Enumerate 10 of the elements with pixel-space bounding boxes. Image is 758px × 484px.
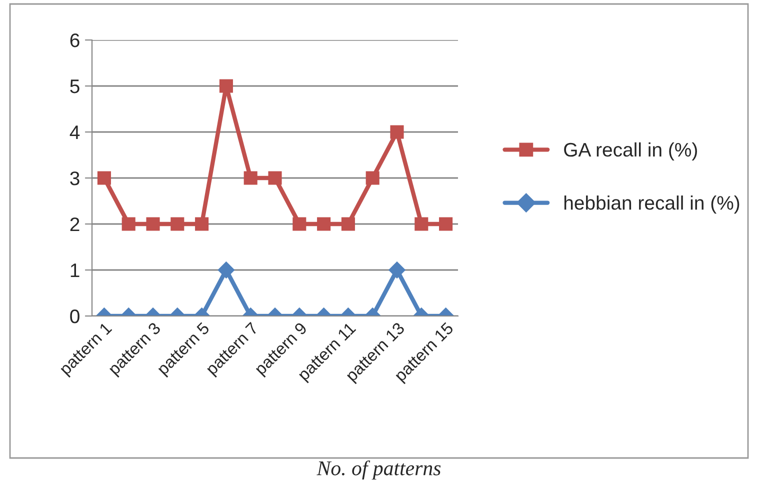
y-tick-label: 6 (70, 33, 80, 48)
x-axis-title: No. of patterns (316, 460, 441, 480)
y-tick-label: 2 (70, 217, 80, 232)
y-tick-label: 5 (70, 80, 80, 94)
y-tick-label: 3 (70, 171, 80, 186)
legend-label: hebbian recall in (%) (564, 196, 740, 214)
y-tick-label: 4 (70, 126, 80, 140)
y-tick-label: 0 (70, 309, 80, 324)
y-tick-label: 1 (70, 264, 80, 278)
legend-label: GA recall in (%) (564, 142, 697, 160)
